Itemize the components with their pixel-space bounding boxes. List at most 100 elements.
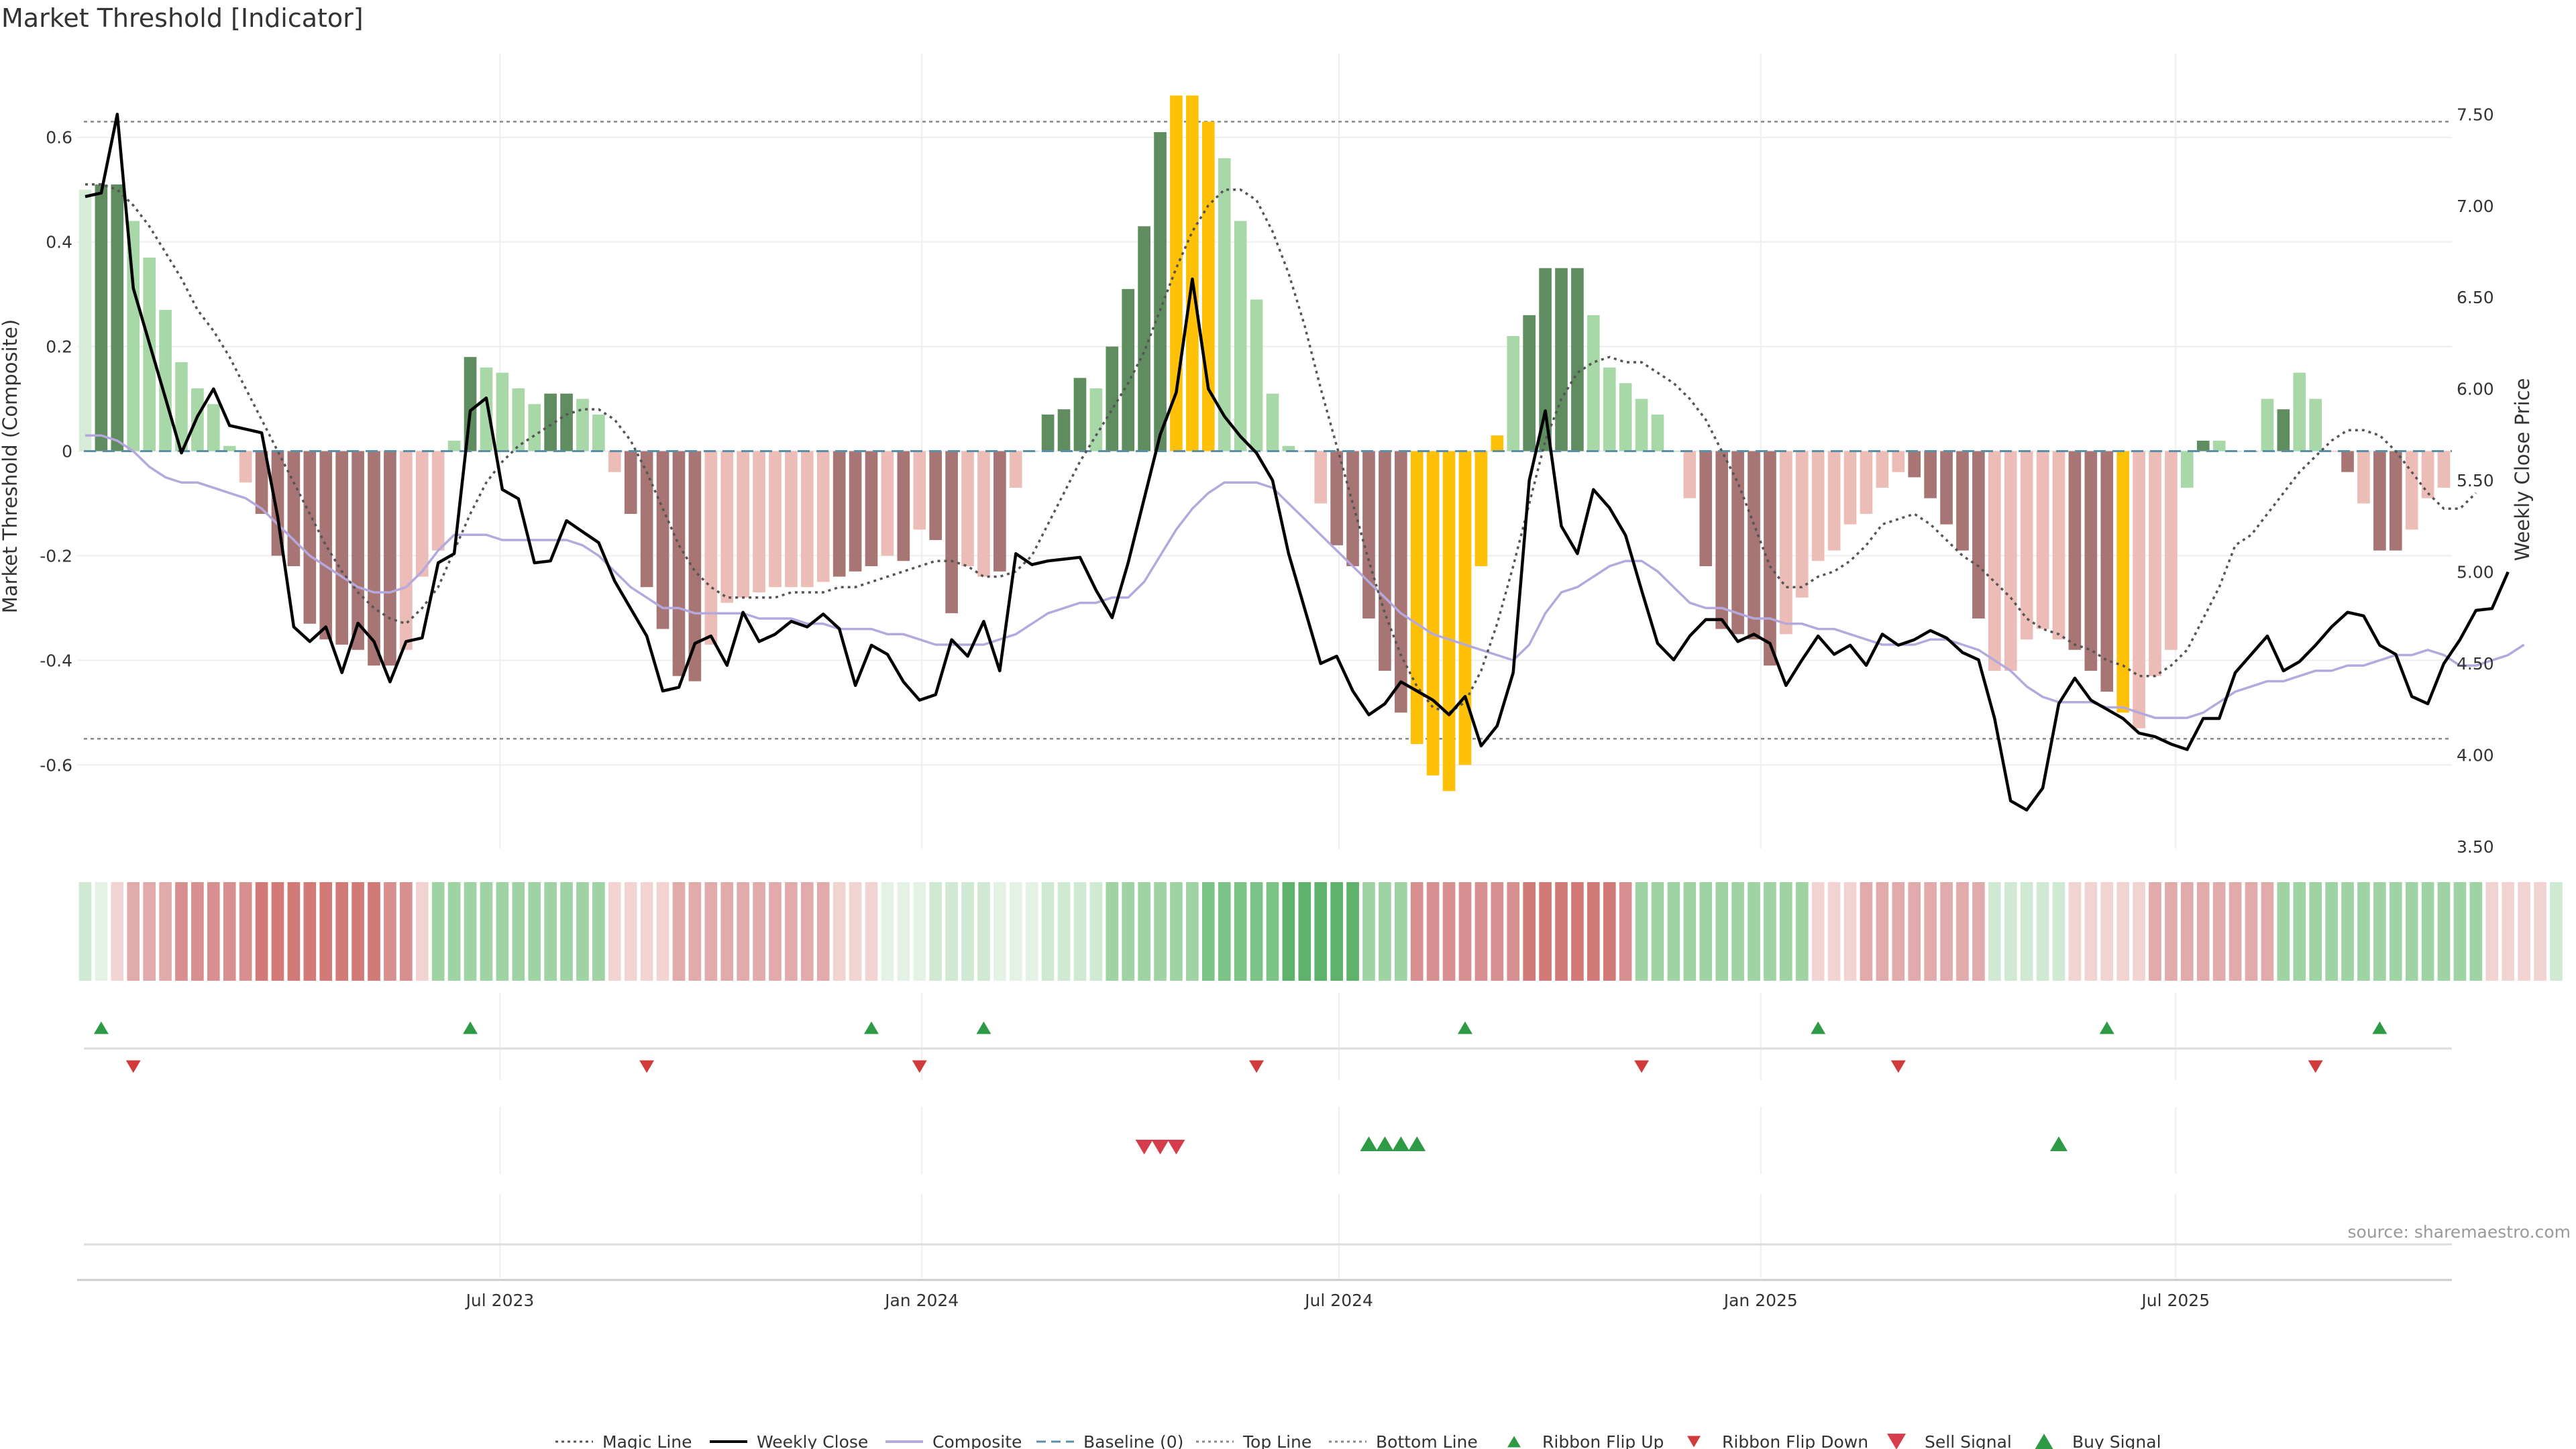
- ribbon-cell: [1491, 882, 1504, 981]
- ribbon-cell: [816, 882, 830, 981]
- x-tick-label: Jan 2024: [883, 1291, 959, 1310]
- composite-bar: [415, 451, 429, 577]
- ribbon-cell: [576, 882, 589, 981]
- ribbon-cell: [1025, 882, 1038, 981]
- composite-bar: [95, 184, 108, 451]
- composite-bar: [1089, 388, 1103, 451]
- composite-bar: [2212, 440, 2226, 451]
- composite-bar: [400, 451, 413, 650]
- ribbon-strip: [78, 882, 2563, 981]
- composite-bar: [2341, 451, 2354, 472]
- left-tick-label: 0: [62, 442, 72, 462]
- ribbon-cell: [1122, 882, 1135, 981]
- ribbon-flip-up-marker: [1457, 1021, 1472, 1034]
- ribbon-cell: [1795, 882, 1809, 981]
- ribbon-cell: [1041, 882, 1055, 981]
- buy-signal-marker: [1360, 1136, 1378, 1152]
- ribbon-cell: [2036, 882, 2049, 981]
- composite-bars: [78, 95, 2451, 792]
- ribbon-cell: [1410, 882, 1424, 981]
- ribbon-cell: [111, 882, 124, 981]
- ribbon-cell: [319, 882, 333, 981]
- composite-bar: [512, 388, 525, 451]
- composite-bar: [2052, 451, 2065, 640]
- legend-item: Weekly Close: [710, 1432, 868, 1449]
- ribbon-cell: [1362, 882, 1375, 981]
- composite-bar: [849, 451, 862, 572]
- ribbon-cell: [2149, 882, 2161, 981]
- source-note: source: sharemaestro.com: [2348, 1222, 2571, 1242]
- composite-bar: [800, 451, 814, 588]
- composite-bar: [255, 451, 268, 515]
- ribbon-cell: [1764, 882, 1776, 981]
- weekly-close-line: [85, 113, 2510, 812]
- composite-bar: [1619, 383, 1632, 451]
- left-tick-label: -0.6: [40, 755, 72, 775]
- ribbon-cell: [1683, 882, 1697, 981]
- composite-bar: [544, 393, 557, 451]
- composite-bar: [127, 221, 140, 451]
- composite-bar: [1860, 451, 1873, 515]
- composite-bar: [1298, 451, 1311, 452]
- ribbon-cell: [2437, 882, 2451, 981]
- composite-bar: [2100, 451, 2114, 692]
- composite-bar: [624, 451, 637, 515]
- buy-signal-marker: [1408, 1136, 1426, 1152]
- composite-bar: [1138, 226, 1150, 451]
- composite-bar: [1458, 451, 1472, 765]
- ribbon-flip-up-marker: [463, 1021, 478, 1034]
- gridlines: [77, 54, 2452, 1278]
- ribbon-cell: [785, 882, 798, 981]
- composite-bar: [2277, 409, 2290, 451]
- legend-label: Top Line: [1242, 1432, 1311, 1449]
- composite-bar: [1539, 268, 1552, 451]
- ribbon-cell: [1186, 882, 1199, 981]
- ribbon-cell: [1699, 882, 1713, 981]
- legend-item: Composite: [885, 1432, 1022, 1449]
- x-axis: Jul 2023 Jan 2024 Jul 2024 Jan 2025 Jul 2025: [77, 1279, 2452, 1310]
- ribbon-cell: [608, 882, 621, 981]
- composite-bar: [1170, 95, 1183, 451]
- reference-lines: [84, 121, 2452, 740]
- ribbon-cell: [1314, 882, 1328, 981]
- composite-bar: [2116, 451, 2129, 713]
- composite-bar: [1876, 451, 1889, 488]
- ribbon-cell: [352, 882, 364, 981]
- legend-swatch: [1507, 1436, 1521, 1448]
- ribbon-cell: [2212, 882, 2226, 981]
- composite-bar: [1571, 268, 1584, 451]
- composite-bar: [1956, 451, 1969, 551]
- legend-label: Buy Signal: [2072, 1432, 2161, 1449]
- ribbon-cell: [431, 882, 445, 981]
- composite-bar: [913, 451, 926, 530]
- legend-label: Sell Signal: [1925, 1432, 2012, 1449]
- composite-bar: [688, 451, 702, 682]
- legend-item: Ribbon Flip Down: [1687, 1432, 1868, 1449]
- composite-bar: [431, 451, 445, 551]
- ribbon-cell: [1843, 882, 1857, 981]
- ribbon-cell: [704, 882, 718, 981]
- left-tick-label: -0.2: [40, 546, 72, 566]
- ribbon-cell: [1282, 882, 1295, 981]
- composite-bar: [1843, 451, 1857, 525]
- ribbon-cell: [833, 882, 846, 981]
- ribbon-flip-down-marker: [639, 1060, 655, 1073]
- ribbon-cell: [2485, 882, 2499, 981]
- ribbon-cell: [1651, 882, 1664, 981]
- legend-label: Ribbon Flip Down: [1722, 1432, 1868, 1449]
- ribbon-cell: [897, 882, 910, 981]
- ribbon-cell: [1860, 882, 1873, 981]
- ribbon-cell: [994, 882, 1006, 981]
- ribbon-cell: [1009, 882, 1022, 981]
- composite-bar: [2405, 451, 2418, 530]
- right-tick-label: 5.50: [2457, 471, 2494, 490]
- composite-bar: [2149, 451, 2161, 676]
- composite-bar: [1892, 451, 1905, 472]
- composite-bar: [1009, 451, 1022, 488]
- ribbon-cell: [881, 882, 894, 981]
- composite-bar: [608, 451, 621, 472]
- composite-bar: [1603, 367, 1616, 451]
- ribbon-cell: [2325, 882, 2338, 981]
- ribbon-cell: [656, 882, 669, 981]
- ribbon-cell: [865, 882, 878, 981]
